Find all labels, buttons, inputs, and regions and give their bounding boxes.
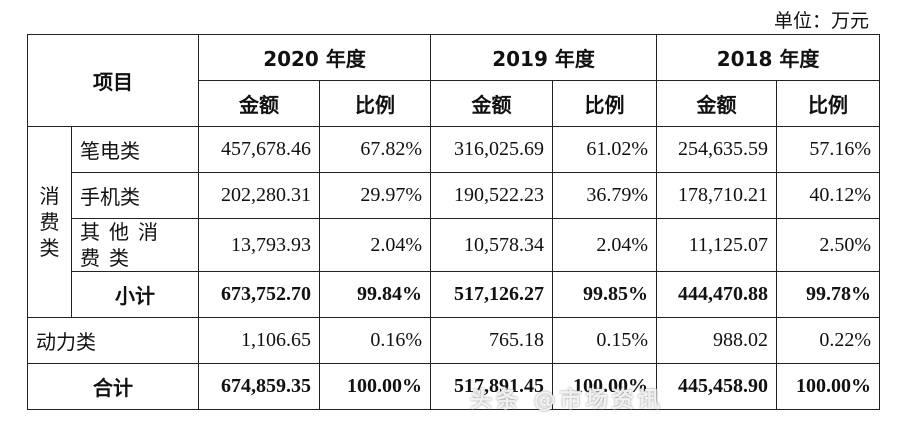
watermark: 头条 @市场资讯 [470, 388, 664, 413]
cell: 674,859.35 [198, 363, 320, 410]
cell: 40.12% [776, 172, 881, 219]
revenue-table: 项目 2020 年度 2019 年度 2018 年度 金额 比例 金额 比例 金… [27, 34, 881, 410]
cell: 2.04% [318, 218, 432, 272]
header-year-2018: 2018 年度 [656, 34, 881, 81]
header-ratio-2018: 比例 [776, 80, 881, 127]
cell: 190,522.23 [430, 172, 554, 219]
cell: 517,126.27 [430, 271, 554, 318]
cell: 99.78% [776, 271, 881, 318]
cell: 67.82% [318, 126, 432, 173]
table-row: 其他消费类 13,793.93 2.04% 10,578.34 2.04% 11… [28, 218, 881, 272]
table-row-subtotal: 小计 673,752.70 99.84% 517,126.27 99.85% 4… [28, 271, 881, 318]
cell: 2.04% [552, 218, 658, 272]
header-ratio-2019: 比例 [552, 80, 658, 127]
table-row-total: 合计 674,859.35 100.00% 517,891.45 100.00%… [27, 363, 881, 410]
group-label-consumer: 消费类 [27, 126, 72, 318]
cell: 202,280.31 [198, 172, 320, 219]
header-year-2019: 2019 年度 [430, 34, 658, 81]
cell: 178,710.21 [656, 172, 778, 219]
cell: 457,678.46 [198, 126, 320, 173]
cell: 316,025.69 [430, 126, 554, 173]
cell: 57.16% [776, 126, 881, 173]
cell: 254,635.59 [656, 126, 778, 173]
header-ratio-2020: 比例 [318, 80, 432, 127]
table-row: 动力类 1,106.65 0.16% 765.18 0.15% 988.02 0… [27, 317, 881, 364]
cell: 29.97% [318, 172, 432, 219]
row-label: 笔电类 [71, 126, 199, 173]
header-amount-2018: 金额 [656, 80, 778, 127]
cell: 10,578.34 [430, 218, 554, 272]
cell: 517,891.45 [430, 363, 554, 410]
cell: 100.00% [318, 363, 432, 410]
row-label: 动力类 [27, 317, 199, 364]
cell: 0.22% [776, 317, 881, 364]
header-amount-2020: 金额 [198, 80, 320, 127]
row-label: 合计 [27, 363, 199, 410]
table-row: 消费类 笔电类 457,678.46 67.82% 316,025.69 61.… [27, 126, 881, 318]
cell: 1,106.65 [198, 317, 320, 364]
cell: 0.15% [552, 317, 658, 364]
cell: 36.79% [552, 172, 658, 219]
table-row: 手机类 202,280.31 29.97% 190,522.23 36.79% … [28, 172, 881, 219]
cell: 988.02 [656, 317, 778, 364]
header-amount-2019: 金额 [430, 80, 554, 127]
cell: 445,458.90 [656, 363, 778, 410]
row-label: 手机类 [71, 172, 199, 219]
cell: 99.85% [552, 271, 658, 318]
cell: 673,752.70 [198, 271, 320, 318]
cell: 11,125.07 [656, 218, 778, 272]
cell: 765.18 [430, 317, 554, 364]
row-label: 其他消费类 [71, 218, 199, 272]
unit-label: 单位：万元 [773, 10, 869, 32]
header-row-years: 项目 2020 年度 2019 年度 2018 年度 [27, 34, 881, 127]
row-label: 小计 [71, 271, 199, 318]
cell: 61.02% [552, 126, 658, 173]
cell: 100.00% [776, 363, 881, 410]
cell: 13,793.93 [198, 218, 320, 272]
header-year-2020: 2020 年度 [197, 34, 432, 81]
cell: 99.84% [318, 271, 432, 318]
cell: 0.16% [318, 317, 432, 364]
header-item: 项目 [27, 34, 199, 127]
cell: 100.00% [552, 363, 658, 410]
cell: 2.50% [776, 218, 881, 272]
cell: 444,470.88 [656, 271, 778, 318]
